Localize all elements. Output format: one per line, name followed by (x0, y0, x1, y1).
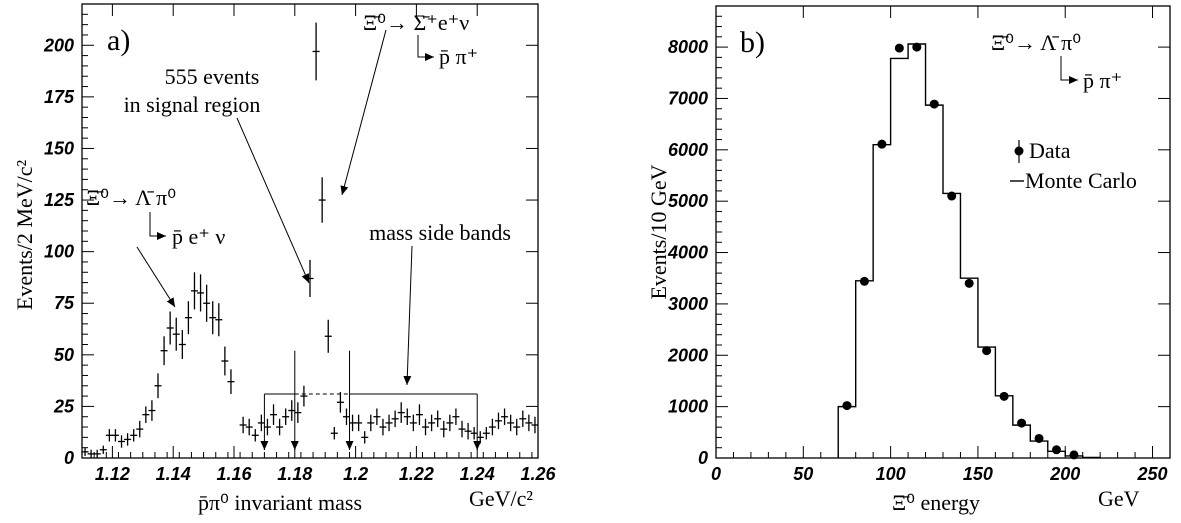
y-tick-label: 75 (54, 293, 75, 313)
data-point (947, 191, 957, 201)
x-tick-label: 1.26 (520, 464, 556, 484)
data-point (877, 139, 887, 149)
x-tick-label: 1.14 (156, 464, 191, 484)
panel-b-xlabel-unit: GeV (1098, 486, 1140, 511)
data-point (1017, 418, 1027, 428)
legend-data-label: Data (1029, 138, 1071, 163)
arrow-side-bands (403, 245, 413, 386)
y-tick-label: 0 (698, 448, 708, 468)
data-point (999, 391, 1009, 401)
panel-b: 0 50 100 150 200 250 0 1000 2000 3000 4000 5000 6000… (646, 5, 1171, 515)
x-tick-label: 250 (1137, 464, 1168, 484)
y-tick-label: 25 (53, 396, 75, 416)
panel-a: 1.12 1.14 1.16 1.18 1.2 1.22 1.24 1.26 0 25 50 75 10… (12, 3, 557, 515)
decay-b-connector (1060, 56, 1078, 84)
y-tick-label: 6000 (668, 140, 708, 160)
x-tick-label: 200 (1049, 464, 1080, 484)
data-point (1034, 433, 1044, 443)
y-tick-label: 8000 (668, 37, 708, 57)
legend-mc-label: Monte Carlo (1025, 168, 1137, 193)
decay-sigma-line1: Ξ̄⁰→ Σ̄⁺e⁺ν (363, 10, 469, 35)
data-point (1052, 445, 1061, 455)
panel-a-tick-labels: 1.12 1.14 1.16 1.18 1.2 1.22 1.24 1.26 0 25 50 75 10… (43, 35, 557, 484)
decay-sigma-line2: p̄ π⁺ (439, 44, 478, 69)
y-tick-label: 5000 (668, 191, 708, 211)
x-tick-label: 1.16 (216, 464, 252, 484)
data-point (894, 43, 904, 53)
panel-a-ylabel: Events/2 MeV/c² (12, 160, 37, 311)
x-tick-label: 100 (876, 464, 906, 484)
monte-carlo-histogram (837, 43, 1101, 459)
x-tick-label: 1.22 (399, 464, 434, 484)
decay-sigma-connector (417, 35, 434, 61)
y-tick-label: 1000 (668, 397, 708, 417)
y-tick-label: 200 (43, 35, 74, 55)
y-tick-label: 4000 (667, 243, 708, 263)
y-tick-label: 50 (54, 345, 74, 365)
y-tick-label: 7000 (668, 88, 708, 108)
annotation-signal-region: in signal region (124, 92, 261, 117)
data-point (964, 278, 974, 288)
panel-b-ylabel: Events/10 GeV (646, 164, 671, 299)
y-tick-label: 0 (64, 448, 74, 468)
y-tick-label: 150 (44, 138, 74, 158)
x-tick-label: 1.2 (343, 464, 368, 484)
arrow-sigma-decay (340, 29, 387, 196)
x-tick-label: 1.24 (460, 464, 495, 484)
decay-lambda-line1: Ξ̄⁰→ Λ̄ π⁰ (86, 185, 176, 210)
y-tick-label: 125 (44, 190, 75, 210)
panel-a-axis-ticks (81, 4, 539, 459)
y-tick-label: 100 (44, 242, 74, 262)
panel-b-tick-labels: 0 50 100 150 200 250 0 1000 2000 3000 4000 5000 6000… (667, 37, 1168, 484)
y-tick-label: 2000 (667, 345, 708, 365)
annotation-555-events: 555 events (165, 64, 260, 89)
panel-a-tag: a) (107, 24, 130, 57)
arrow-signal-region (236, 117, 310, 284)
data-point (859, 276, 869, 286)
decay-lambda-connector (149, 212, 166, 240)
data-point (1069, 450, 1079, 460)
panel-b-tag: b) (740, 26, 765, 59)
data-point (912, 42, 922, 52)
data-point (929, 99, 939, 109)
panel-a-xlabel: p̄π⁰ invariant mass (198, 490, 362, 515)
x-tick-label: 1.18 (277, 464, 312, 484)
decay-b-line1: Ξ̄⁰→ Λ̄ π⁰ (991, 30, 1081, 55)
data-point (842, 401, 852, 411)
x-tick-label: 1.12 (95, 464, 130, 484)
panel-b-data-points (842, 42, 1079, 460)
x-tick-label: 0 (711, 464, 721, 484)
data-point (982, 346, 992, 356)
panel-a-data-points (81, 22, 539, 458)
x-tick-label: 50 (793, 464, 813, 484)
x-tick-label: 150 (963, 464, 993, 484)
arrow-lambda-decay (136, 246, 176, 308)
annotation-side-bands: mass side bands (369, 220, 511, 245)
legend: Data Monte Carlo (1010, 138, 1137, 193)
y-tick-label: 175 (44, 87, 75, 107)
mass-side-bands (260, 350, 482, 450)
y-tick-label: 3000 (668, 294, 708, 314)
decay-b-line2: p̄ π⁺ (1083, 68, 1122, 93)
panel-b-xlabel: Ξ̄⁰ energy (892, 490, 980, 515)
decay-lambda-line2: p̄ e⁺ ν (172, 224, 225, 249)
panel-a-xlabel-unit: GeV/c² (469, 486, 533, 511)
